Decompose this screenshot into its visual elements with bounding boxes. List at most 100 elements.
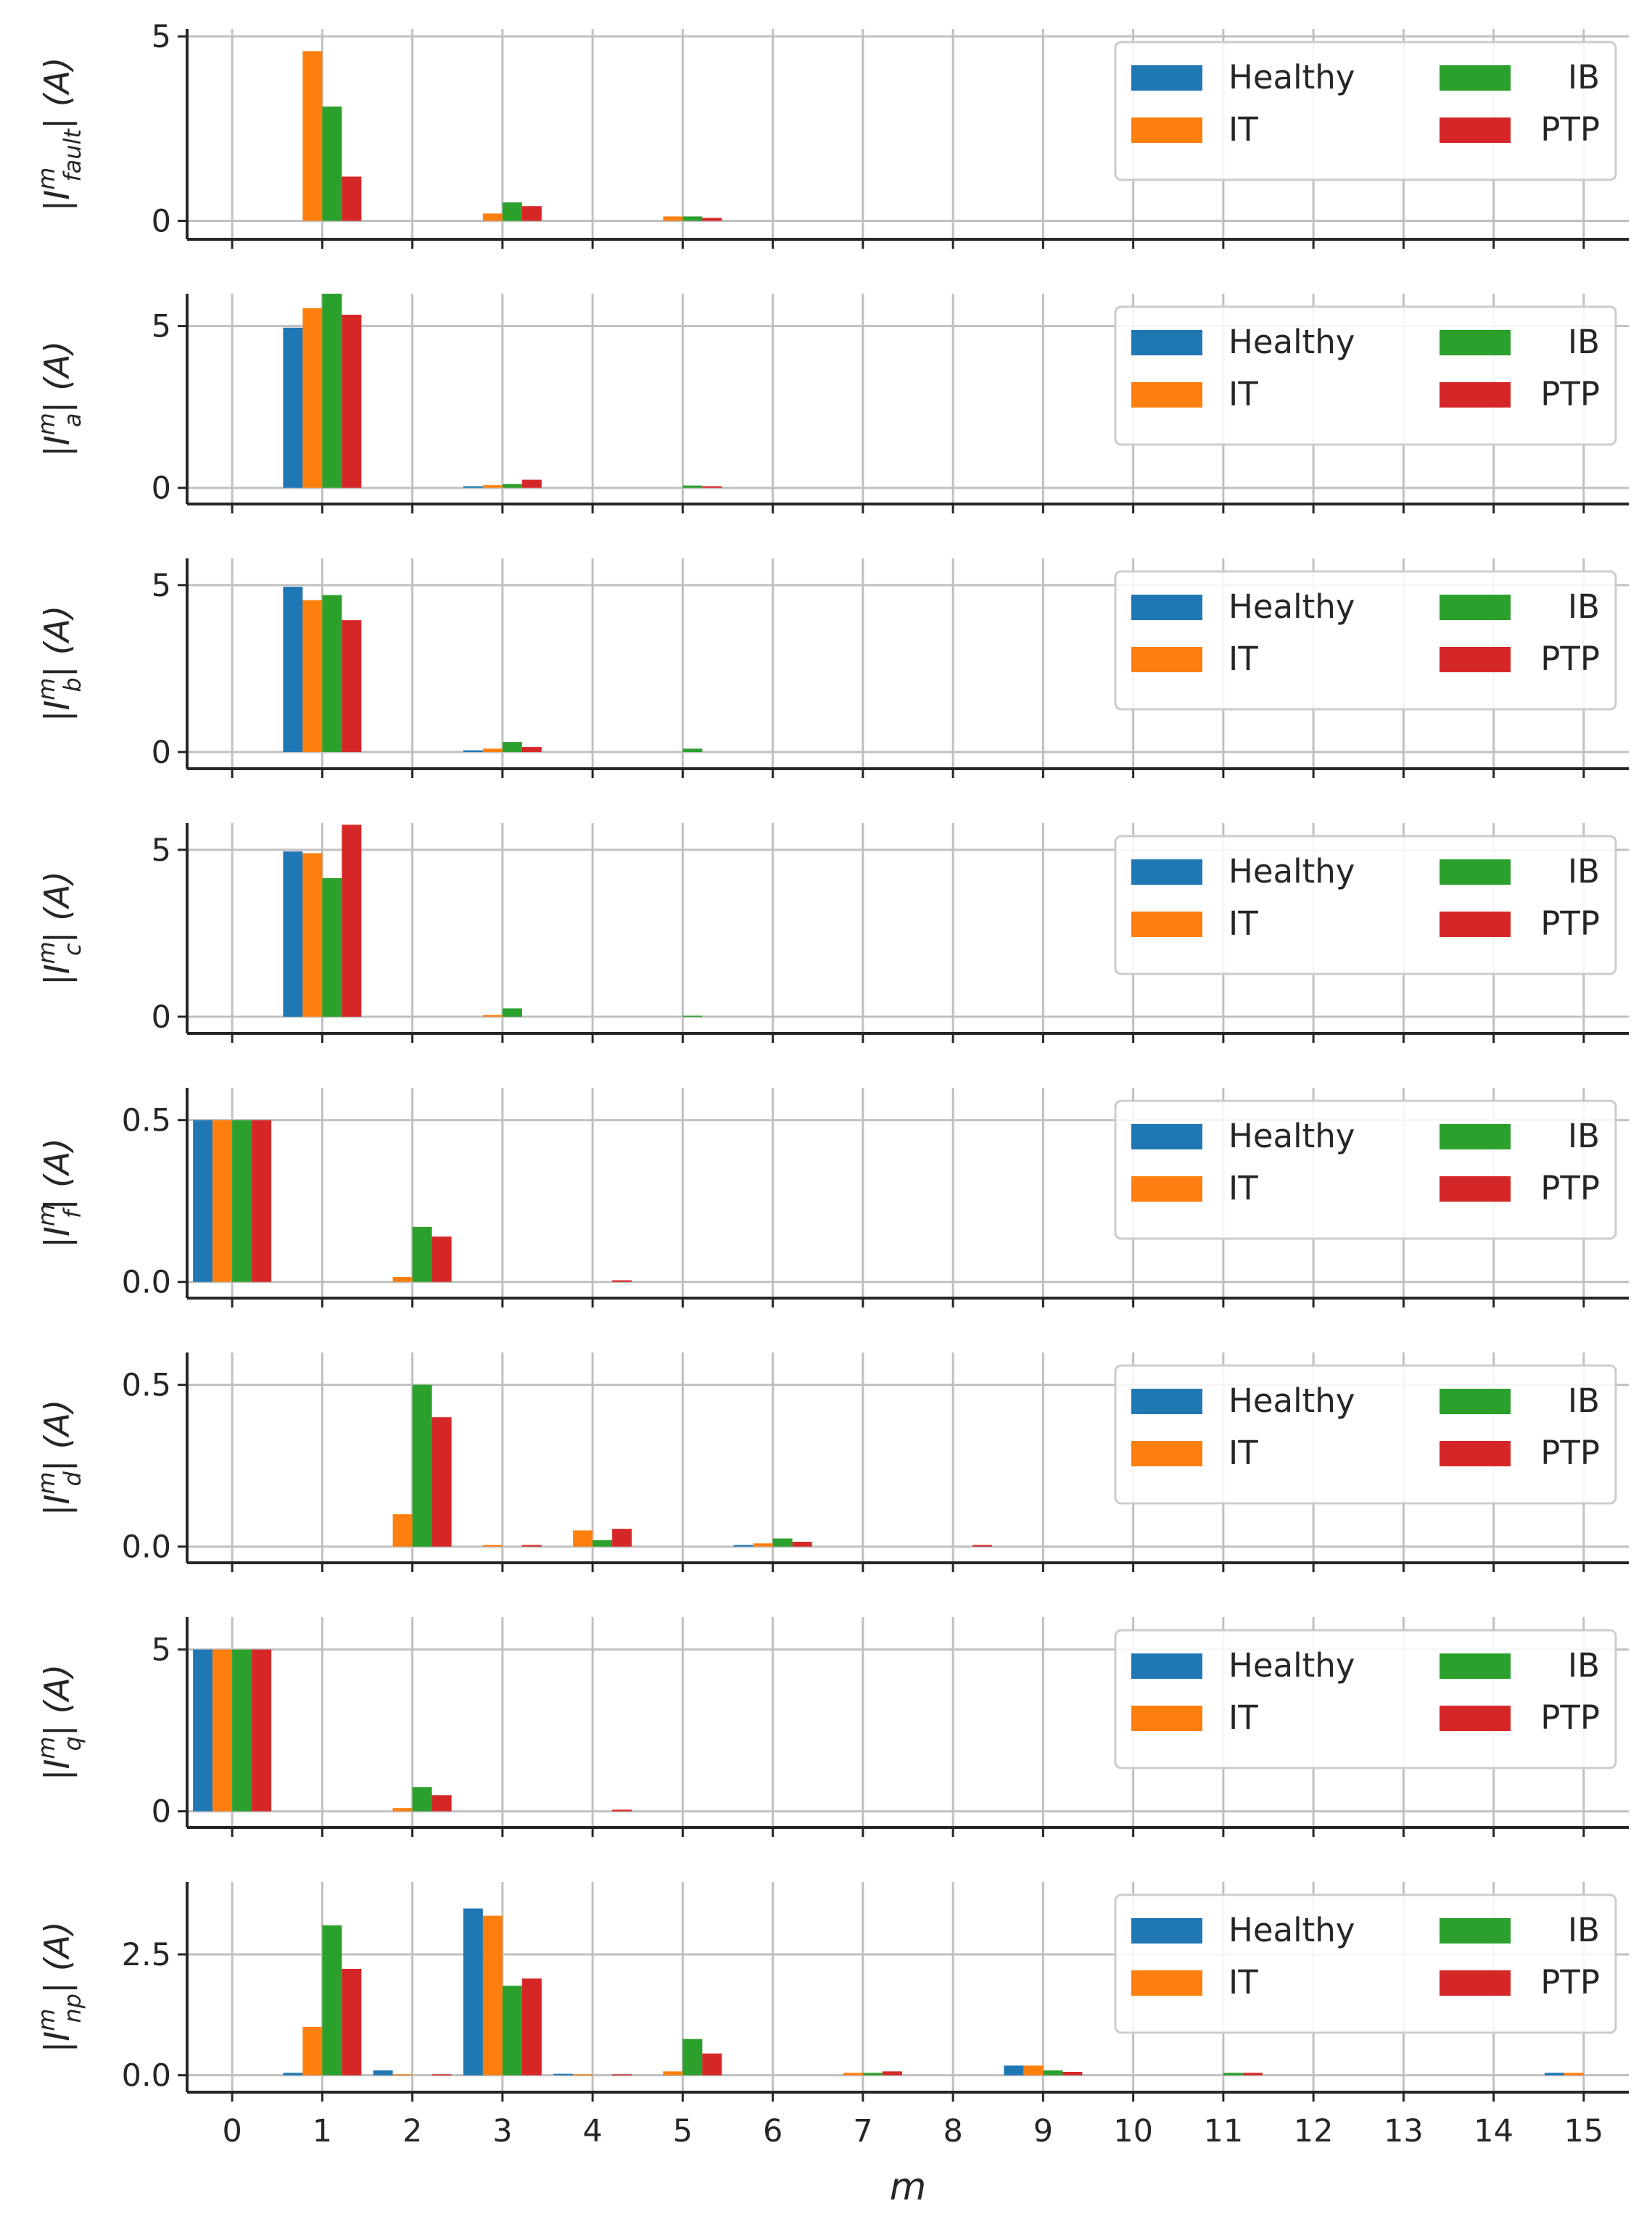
y-label-superscript: m (33, 1737, 60, 1759)
legend-swatch-it (1131, 1970, 1202, 1996)
legend-label-ptp: PTP (1540, 1698, 1600, 1737)
bar-healthy-m1 (283, 327, 303, 488)
legend-label-it: IT (1228, 110, 1258, 149)
legend-swatch-ptp (1440, 912, 1511, 937)
y-label-subscript: a (59, 413, 86, 428)
bar-ib-m9 (1043, 2070, 1063, 2075)
legend-label-ib: IB (1568, 852, 1600, 891)
legend-swatch-ib (1440, 1653, 1511, 1679)
y-label-main: |I (38, 964, 78, 986)
y-label-tail: | (A) (38, 1138, 78, 1210)
legend-label-ptp: PTP (1540, 1434, 1600, 1472)
legend-label-healthy: Healthy (1228, 852, 1355, 891)
panel-7: 0.02.50 1 2 3 4 5 6 7 8 9 10 11 12 13 14 15m|Imnp| (A) H… (33, 1882, 1629, 2209)
legend-swatch-ptp (1440, 1970, 1511, 1996)
x-tick-label: 6 (763, 2113, 782, 2149)
y-label-superscript: m (33, 2009, 60, 2031)
bar-healthy-m1 (283, 2073, 303, 2075)
y-label-subscript: c (59, 943, 86, 956)
y-tick-label: 5 (152, 19, 171, 55)
bar-it-m2 (392, 2074, 413, 2075)
bar-it-m9 (1023, 2065, 1044, 2075)
x-tick-label: 12 (1294, 2113, 1334, 2149)
bar-healthy-m1 (283, 851, 303, 1017)
x-tick-label: 8 (943, 2113, 962, 2149)
y-label-main: |I (38, 1495, 78, 1516)
y-label-main: |I (38, 190, 78, 212)
legend: Healthy IT IB PTP (1114, 1364, 1617, 1505)
bar-it-m1 (302, 600, 323, 752)
legend-label-healthy: Healthy (1228, 1381, 1355, 1420)
legend-swatch-ib (1440, 330, 1511, 355)
bar-ptp-m11 (1242, 2073, 1263, 2075)
y-tick-label: 0 (152, 1794, 171, 1830)
x-tick-label: 1 (313, 2113, 332, 2149)
legend-label-ib: IB (1568, 58, 1600, 96)
bar-ptp-m0 (252, 1649, 272, 1812)
bar-it-m2 (392, 1808, 413, 1812)
y-label-superscript: m (33, 1204, 60, 1226)
legend-swatch-it (1131, 382, 1202, 408)
y-tick-label: 5 (152, 833, 171, 869)
legend: Healthy IT IB PTP (1114, 835, 1617, 975)
x-tick-label: 14 (1474, 2113, 1513, 2149)
bar-ptp-m1 (342, 620, 362, 752)
y-axis-label: |Imq| (A) (33, 1664, 86, 1781)
legend-label-ib: IB (1568, 323, 1600, 361)
y-label-tail: | (A) (38, 871, 78, 943)
y-label-superscript: m (33, 413, 60, 435)
bar-ib-m3 (502, 484, 522, 488)
legend-swatch-healthy (1131, 595, 1202, 620)
legend-label-ib: IB (1568, 1381, 1600, 1420)
legend-label-it: IT (1228, 375, 1258, 413)
bar-ib-m2 (412, 1226, 432, 1282)
y-axis-label: |Ima| (A) (33, 341, 86, 457)
bar-ptp-m3 (521, 1978, 542, 2075)
y-label-tail: | (A) (38, 1400, 78, 1472)
legend-swatch-it (1131, 117, 1202, 143)
legend-label-ptp: PTP (1540, 110, 1600, 149)
legend-label-it: IT (1228, 640, 1258, 678)
bar-healthy-m0 (193, 1120, 213, 1282)
bar-ib-m5 (682, 748, 703, 752)
bar-ptp-m2 (431, 1417, 452, 1547)
panel-5: 0.0 0.5 |Imd| (A) Healthy IT IB PTP (33, 1352, 1629, 1572)
bar-ptp-m8 (972, 1545, 993, 1547)
y-axis-label: |Imd| (A) (33, 1400, 86, 1516)
y-axis-label: |Imf| (A) (33, 1138, 86, 1248)
y-label-subscript: fault (59, 128, 86, 182)
y-label-subscript: b (59, 677, 86, 692)
legend: Healthy IT IB PTP (1114, 1629, 1617, 1769)
legend-swatch-it (1131, 1441, 1202, 1466)
x-axis-label: m (890, 2165, 927, 2209)
y-tick-label: 0.0 (122, 1529, 171, 1566)
bar-ib-m3 (502, 1986, 522, 2075)
legend-label-it: IT (1228, 904, 1258, 943)
legend-swatch-ptp (1440, 117, 1511, 143)
y-tick-label: 0.0 (122, 1265, 171, 1301)
y-tick-label: 0 (152, 204, 171, 240)
panel-4: 0.0 0.5 |Imf| (A) Healthy IT IB PTP (33, 1088, 1629, 1308)
bar-it-m7 (843, 2073, 863, 2075)
y-tick-label: 0 (152, 735, 171, 771)
bar-it-m3 (482, 485, 503, 488)
bar-ptp-m4 (612, 2074, 632, 2075)
bar-ptp-m9 (1062, 2072, 1083, 2075)
y-label-main: |I (38, 2031, 78, 2053)
legend-swatch-it (1131, 1176, 1202, 1202)
legend-label-healthy: Healthy (1228, 1911, 1355, 1949)
panel-6: 0 5 |Imq| (A) Healthy IT IB PTP (33, 1617, 1629, 1837)
bar-ptp-m0 (252, 1120, 272, 1282)
y-label-superscript: m (33, 1472, 60, 1495)
bar-healthy-m1 (283, 587, 303, 752)
panel-0: 0 5 |Imfault| (A) Healthy IT IB PTP (33, 19, 1629, 249)
y-tick-label: 5 (152, 309, 171, 345)
bar-ib-m1 (322, 294, 342, 488)
legend-swatch-healthy (1131, 1653, 1202, 1679)
y-label-tail: | (A) (38, 1664, 78, 1737)
bar-it-m1 (302, 308, 323, 488)
y-axis-label: |Imfault| (A) (33, 57, 86, 211)
y-label-superscript: m (33, 168, 60, 190)
bar-it-m0 (212, 1120, 233, 1282)
